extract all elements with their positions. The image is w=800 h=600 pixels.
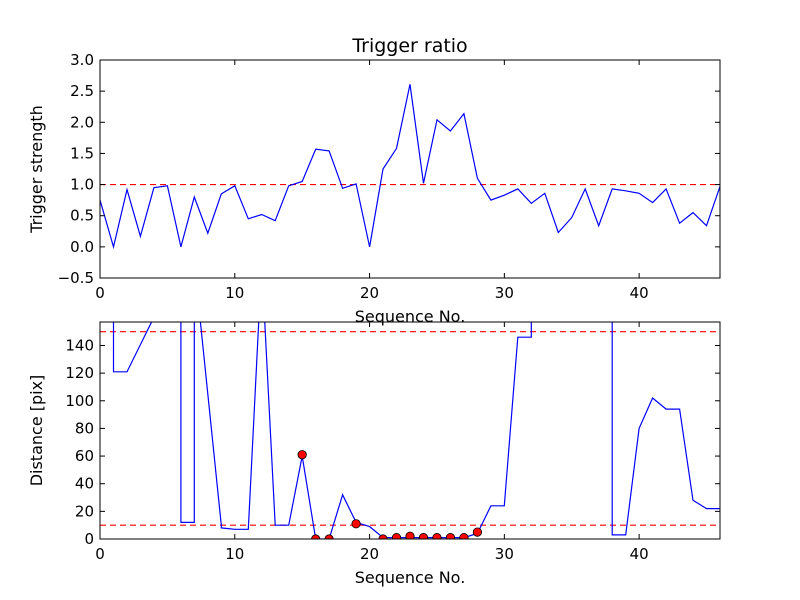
data-point bbox=[418, 533, 429, 539]
y-tick-label: 60 bbox=[75, 447, 94, 465]
data-point bbox=[432, 533, 442, 539]
x-tick-label: 40 bbox=[630, 284, 649, 302]
bottom-chart-panel: 0 10 20 30 40 0 20 40 60 80 100 120 140 Sequence No. D… bbox=[27, 321, 721, 587]
y-tick-label: −0.5 bbox=[58, 269, 94, 287]
x-axis-label: Sequence No. bbox=[355, 307, 466, 326]
y-tick-label: 1.5 bbox=[70, 144, 94, 162]
y-axis-label: Distance [pix] bbox=[27, 375, 46, 487]
y-axis-label: Trigger strength bbox=[27, 105, 46, 234]
x-tick-label: 30 bbox=[495, 545, 514, 563]
y-tick-label: 1.0 bbox=[70, 176, 94, 194]
y-tick-label: 3.0 bbox=[70, 51, 94, 69]
y-tick-label: 40 bbox=[75, 475, 94, 493]
data-point bbox=[297, 450, 307, 460]
x-tick-label: 20 bbox=[360, 545, 379, 563]
plot-area bbox=[100, 84, 720, 250]
x-tick-label: 10 bbox=[225, 545, 244, 563]
data-point bbox=[405, 531, 415, 539]
y-tick-label: 0.5 bbox=[70, 207, 94, 225]
plot-area bbox=[100, 322, 720, 539]
y-tick-label: 20 bbox=[75, 502, 94, 520]
y-tick-label: 80 bbox=[75, 419, 94, 437]
chart-title: Trigger ratio bbox=[351, 35, 467, 57]
y-tick-label: 2.5 bbox=[70, 82, 94, 100]
data-point bbox=[391, 533, 402, 539]
data-point bbox=[472, 527, 482, 537]
x-tick-label: 20 bbox=[360, 284, 379, 302]
y-tick-label: 120 bbox=[65, 364, 94, 382]
axes-frame bbox=[99, 321, 721, 540]
x-tick-label: 40 bbox=[630, 545, 649, 563]
data-point bbox=[445, 533, 456, 539]
y-tick-label: 140 bbox=[65, 336, 94, 354]
series-line bbox=[112, 322, 720, 539]
data-point bbox=[459, 533, 469, 539]
data-point bbox=[351, 519, 361, 529]
x-tick-label: 30 bbox=[495, 284, 514, 302]
series-line bbox=[100, 84, 720, 250]
x-axis-label: Sequence No. bbox=[355, 568, 466, 587]
x-tick-label: 0 bbox=[95, 284, 105, 302]
y-tick-label: 100 bbox=[65, 392, 94, 410]
y-tick-label: 0 bbox=[84, 530, 94, 548]
y-tick-label: 0.0 bbox=[70, 238, 94, 256]
y-tick-label: 2.0 bbox=[70, 113, 94, 131]
axes-frame bbox=[99, 59, 721, 279]
x-tick-label: 10 bbox=[225, 284, 244, 302]
x-tick-label: 0 bbox=[95, 545, 105, 563]
top-chart-panel: 0 10 20 30 40 −0.5 0.0 0.5 1.0 1.5 2.0 2.5 3.0 Trigge… bbox=[27, 35, 721, 326]
